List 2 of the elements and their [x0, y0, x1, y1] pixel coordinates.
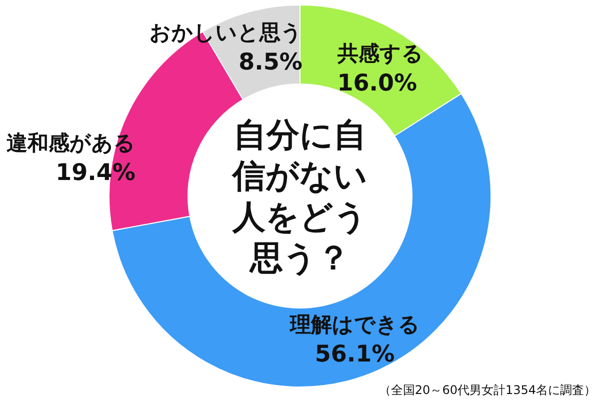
annotation: （全国20～60代男女計1354名に調査） [378, 383, 596, 397]
title: 自分に自信がない人をどう思う？ [230, 114, 368, 278]
